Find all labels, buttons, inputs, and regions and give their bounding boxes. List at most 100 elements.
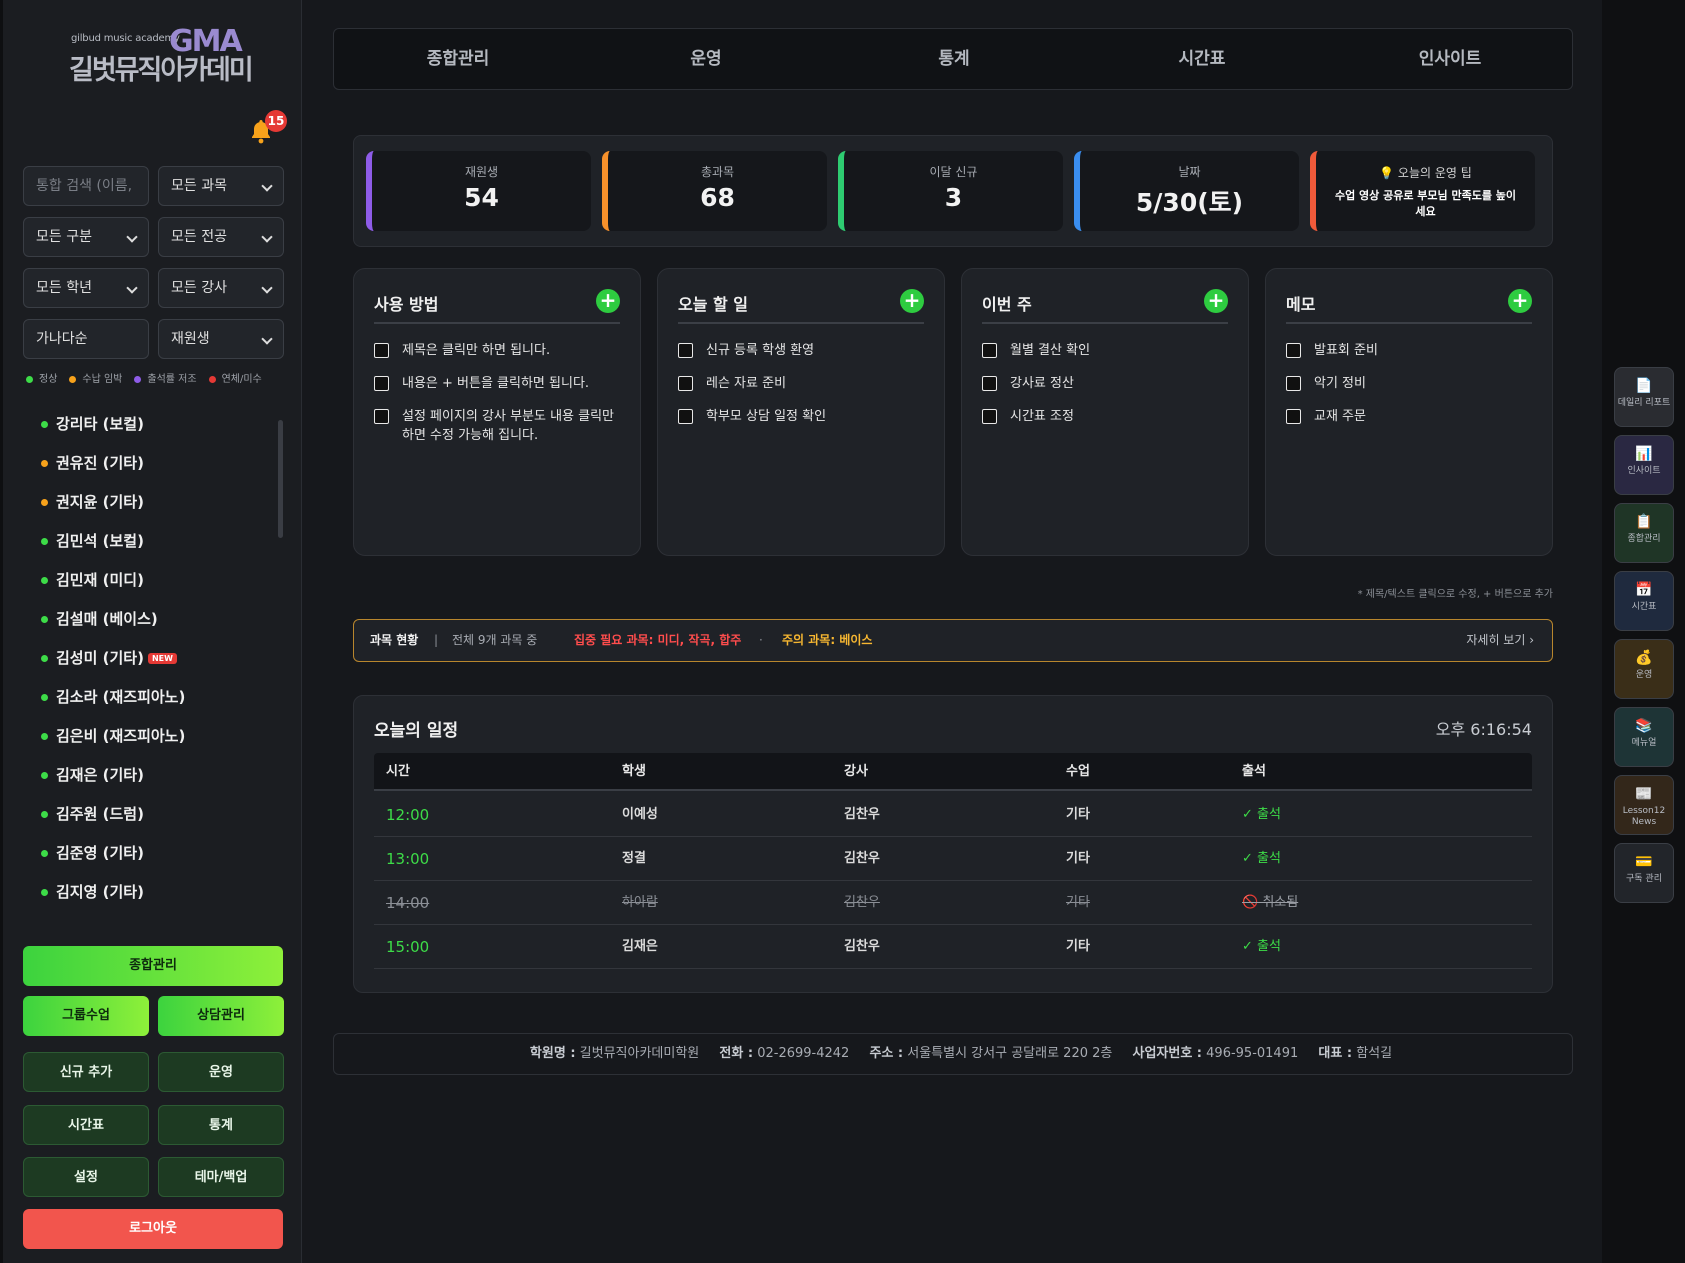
checklist-item-text[interactable]: 월별 결산 확인 [1010, 343, 1091, 358]
right-quick-rail: 📄 데일리 리포트 📊 인사이트 📋 종합관리 📅 시간표 💰 운영 📚 메뉴얼 📰 Lesson12 N… [1602, 0, 1685, 1263]
rail-button[interactable]: 💰 운영 [1614, 639, 1674, 699]
rail-button[interactable]: 📚 메뉴얼 [1614, 707, 1674, 767]
checklist-item: 레슨 자료 준비 [678, 374, 926, 393]
checkbox[interactable] [982, 343, 997, 358]
student-list-item[interactable]: 김재은 (기타) [41, 764, 144, 788]
checkbox[interactable] [678, 343, 693, 358]
rail-button[interactable]: 📰 Lesson12 News [1614, 775, 1674, 835]
checklist-item-text[interactable]: 교재 주문 [1314, 409, 1366, 424]
checkbox[interactable] [678, 409, 693, 424]
settings-button[interactable]: 설정 [23, 1157, 149, 1197]
checkbox[interactable] [374, 376, 389, 391]
rail-button[interactable]: 💳 구독 관리 [1614, 843, 1674, 903]
checklist-item-text[interactable]: 악기 정비 [1314, 376, 1366, 391]
nav-tab[interactable]: 인사이트 [1418, 49, 1482, 69]
timetable-button[interactable]: 시간표 [23, 1105, 149, 1145]
subject-status-more-link[interactable]: 자세히 보기 › [1466, 633, 1534, 647]
operation-button[interactable]: 운영 [158, 1052, 284, 1092]
checkbox[interactable] [982, 409, 997, 424]
student-list-item[interactable]: 권유진 (기타) [41, 452, 144, 476]
schedule-cell-lesson: 기타 [1066, 939, 1090, 954]
checklist-item-text[interactable]: 설정 페이지의 강사 부분도 내용 클릭만 하면 수정 가능해 집니다. [402, 409, 615, 443]
major-filter-select[interactable]: 모든 전공 [158, 217, 284, 257]
checklist-item-text[interactable]: 내용은 + 버튼을 클릭하면 됩니다. [402, 376, 590, 391]
card-title[interactable]: 이번 주 [982, 295, 1032, 314]
statistics-button[interactable]: 통계 [158, 1105, 284, 1145]
student-list-item[interactable]: 김은비 (재즈피아노) [41, 725, 185, 749]
academy-logo[interactable]: gilbud music academy GMA 길벗뮤직아카데미 [69, 24, 254, 86]
schedule-row[interactable]: 12:00 이예성 김찬우 기타 ✓ 출석 [374, 793, 1532, 837]
student-list-item[interactable]: 김준영 (기타) [41, 842, 144, 866]
checklist-item-text[interactable]: 시간표 조정 [1010, 409, 1074, 424]
add-student-button[interactable]: 신규 추가 [23, 1052, 149, 1092]
rail-button-label: Lesson12 News [1622, 806, 1666, 827]
overview-button[interactable]: 종합관리 [23, 946, 283, 986]
rail-button-label: 운영 [1635, 670, 1653, 680]
notification-bell-icon[interactable]: 15 [249, 110, 287, 146]
student-list-item[interactable]: 김지영 (기타) [41, 881, 144, 905]
logout-button[interactable]: 로그아웃 [23, 1209, 283, 1249]
student-list-item[interactable]: 김민석 (보컬) [41, 530, 144, 554]
nav-tab[interactable]: 통계 [938, 49, 970, 69]
checkbox[interactable] [678, 376, 693, 391]
card-title[interactable]: 사용 방법 [374, 295, 439, 314]
footer-business-number: 496-95-01491 [1206, 1046, 1299, 1061]
checkbox[interactable] [1286, 376, 1301, 391]
add-item-icon[interactable]: + [1508, 289, 1532, 313]
consultation-button[interactable]: 상담관리 [158, 996, 284, 1036]
group-class-button[interactable]: 그룹수업 [23, 996, 149, 1036]
schedule-row[interactable]: 14:00 하아람 김찬우 기타 🚫 취소됨 [374, 881, 1532, 925]
stat-label: 날짜 [1178, 165, 1201, 179]
checklist-item-text[interactable]: 강사료 정산 [1010, 376, 1074, 391]
search-input[interactable]: 통합 검색 (이름, [23, 166, 149, 206]
student-list-item[interactable]: 권지윤 (기타) [41, 491, 144, 515]
rail-button-label: 시간표 [1631, 602, 1657, 612]
rail-button[interactable]: 📅 시간표 [1614, 571, 1674, 631]
rail-button[interactable]: 📋 종합관리 [1614, 503, 1674, 563]
student-list-item[interactable]: 강리타 (보컬) [41, 413, 144, 437]
subject-filter-select[interactable]: 모든 과목 [158, 166, 284, 206]
schedule-cell-lesson: 기타 [1066, 851, 1090, 866]
checkbox[interactable] [1286, 343, 1301, 358]
student-list-item[interactable]: 김민재 (미디) [41, 569, 144, 593]
checkbox[interactable] [374, 409, 389, 424]
card-title[interactable]: 메모 [1286, 295, 1316, 314]
add-item-icon[interactable]: + [596, 289, 620, 313]
rail-button[interactable]: 📄 데일리 리포트 [1614, 367, 1674, 427]
theme-backup-button[interactable]: 테마/백업 [158, 1157, 284, 1197]
checklist-item-text[interactable]: 신규 등록 학생 환영 [706, 343, 815, 358]
schedule-row[interactable]: 13:00 정결 김찬우 기타 ✓ 출석 [374, 837, 1532, 881]
checkbox[interactable] [982, 376, 997, 391]
nav-tab[interactable]: 종합관리 [426, 49, 490, 69]
nav-tab[interactable]: 시간표 [1178, 49, 1226, 69]
card-title[interactable]: 오늘 할 일 [678, 295, 749, 314]
sort-input[interactable]: 가나다순 [23, 319, 149, 359]
schedule-row[interactable]: 15:00 김재은 김찬우 기타 ✓ 출석 [374, 925, 1532, 969]
student-list-scrollbar[interactable] [278, 420, 283, 538]
add-item-icon[interactable]: + [1204, 289, 1228, 313]
add-item-icon[interactable]: + [900, 289, 924, 313]
teacher-filter-select[interactable]: 모든 강사 [158, 268, 284, 308]
books-icon: 📚 [1635, 718, 1653, 734]
category-filter-select[interactable]: 모든 구분 [23, 217, 149, 257]
status-filter-select[interactable]: 재원생 [158, 319, 284, 359]
student-list-item[interactable]: 김설매 (베이스) [41, 608, 158, 632]
footer-name-label: 학원명 : [529, 1046, 576, 1061]
checklist-item-text[interactable]: 제목은 클릭만 하면 됩니다. [402, 343, 551, 358]
footer-address-label: 주소 : [869, 1046, 904, 1061]
rail-button[interactable]: 📊 인사이트 [1614, 435, 1674, 495]
checkbox[interactable] [374, 343, 389, 358]
student-name: 김소라 (재즈피아노) [56, 688, 186, 706]
subject-status-focus: 집중 필요 과목: 미디, 작곡, 합주 [574, 633, 742, 647]
nav-tab[interactable]: 운영 [690, 49, 722, 69]
student-name: 김민재 (미디) [56, 571, 144, 589]
checklist-item-text[interactable]: 학부모 상담 일정 확인 [706, 409, 827, 424]
checklist-item-text[interactable]: 레슨 자료 준비 [706, 376, 787, 391]
student-list-item[interactable]: 김소라 (재즈피아노) [41, 686, 185, 710]
checkbox[interactable] [1286, 409, 1301, 424]
card-icon: 💳 [1635, 854, 1653, 870]
student-list-item[interactable]: 김주원 (드럼) [41, 803, 144, 827]
student-list-item[interactable]: 김성미 (기타) NEW [41, 647, 177, 671]
checklist-item-text[interactable]: 발표회 준비 [1314, 343, 1378, 358]
grade-filter-select[interactable]: 모든 학년 [23, 268, 149, 308]
